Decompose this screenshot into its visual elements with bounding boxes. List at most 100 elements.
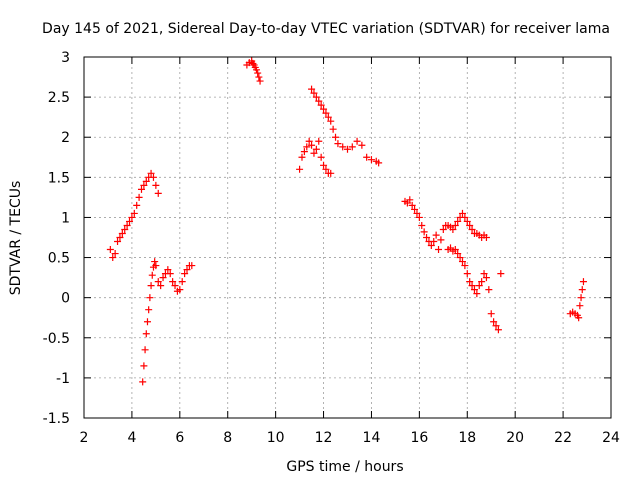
- data-point: [432, 231, 440, 239]
- data-point: [480, 270, 488, 278]
- data-point: [451, 221, 459, 229]
- y-tick-label: 2: [61, 130, 70, 146]
- data-point: [169, 278, 177, 286]
- data-point: [344, 145, 351, 153]
- data-point: [320, 105, 328, 113]
- data-point: [154, 278, 162, 286]
- data-point: [164, 266, 172, 274]
- data-point: [176, 286, 184, 294]
- data-point: [367, 156, 375, 164]
- data-point: [159, 274, 167, 282]
- series-arc-7: [444, 244, 505, 334]
- data-point: [463, 270, 471, 278]
- data-point: [475, 282, 483, 290]
- data-markers: [106, 57, 587, 386]
- data-point: [322, 165, 330, 173]
- data-point: [305, 137, 313, 145]
- x-tick-label: 8: [223, 430, 232, 446]
- data-point: [320, 161, 328, 169]
- data-point: [148, 271, 156, 279]
- data-point: [149, 173, 157, 181]
- data-point: [254, 69, 262, 77]
- data-point: [437, 236, 445, 244]
- data-point: [358, 141, 366, 149]
- data-point: [308, 141, 316, 149]
- data-point: [470, 286, 478, 294]
- data-point: [315, 97, 323, 105]
- data-point: [146, 294, 154, 302]
- data-point: [133, 201, 141, 209]
- data-point: [126, 217, 134, 225]
- data-point: [312, 93, 320, 101]
- data-point: [188, 262, 196, 270]
- data-point: [454, 217, 462, 225]
- x-tick-label: 12: [315, 430, 333, 446]
- x-tick-label: 10: [267, 430, 285, 446]
- data-point: [577, 294, 585, 302]
- data-point: [123, 221, 131, 229]
- data-point: [423, 234, 431, 241]
- data-point: [166, 270, 174, 278]
- data-point: [439, 225, 447, 233]
- series-arc-4: [296, 137, 335, 177]
- data-point: [147, 169, 155, 177]
- data-point: [152, 181, 160, 189]
- x-tick-label: 24: [602, 430, 620, 446]
- data-point: [418, 221, 426, 229]
- data-point: [255, 73, 263, 81]
- data-point: [315, 137, 323, 145]
- y-tick-label: -1.5: [43, 411, 70, 427]
- y-tick-label: -0.5: [43, 331, 70, 347]
- data-point: [296, 165, 304, 173]
- data-point: [406, 196, 414, 204]
- data-point: [334, 140, 342, 148]
- y-tick-label: -1: [56, 371, 70, 387]
- data-point: [111, 250, 119, 258]
- series-arc-6: [401, 196, 490, 254]
- data-point: [468, 225, 476, 233]
- data-point: [114, 238, 122, 246]
- data-point: [310, 89, 318, 97]
- data-point: [375, 159, 383, 167]
- data-point: [308, 85, 316, 93]
- data-point: [317, 101, 325, 109]
- data-point: [109, 254, 117, 262]
- chart-title: Day 145 of 2021, Sidereal Day-to-day VTE…: [42, 21, 610, 37]
- data-point: [317, 153, 325, 161]
- y-axis-label: SDTVAR / TECUs: [8, 181, 24, 296]
- x-tick-label: 18: [458, 430, 476, 446]
- data-point: [415, 213, 423, 221]
- data-point: [348, 143, 356, 151]
- data-point: [178, 278, 186, 286]
- data-point: [322, 109, 330, 117]
- data-point: [327, 117, 335, 125]
- data-point: [116, 234, 124, 241]
- y-tick-labels: -1.5 -1 -0.5 0 0.5 1 1.5 2 2.5 3: [43, 50, 70, 427]
- data-point: [141, 346, 149, 354]
- x-tick-label: 14: [363, 430, 381, 446]
- data-point: [137, 185, 145, 193]
- data-point: [454, 250, 462, 258]
- grid: [84, 57, 611, 418]
- data-point: [466, 221, 474, 229]
- data-point: [249, 59, 257, 67]
- data-point: [482, 274, 490, 282]
- data-point: [303, 143, 311, 151]
- data-point: [181, 270, 189, 278]
- data-point: [256, 77, 264, 85]
- data-point: [579, 278, 587, 286]
- x-tick-label: 22: [554, 430, 572, 446]
- data-point: [300, 148, 308, 156]
- data-point: [463, 217, 471, 225]
- data-point: [492, 322, 500, 330]
- data-point: [135, 193, 143, 201]
- y-tick-label: 2.5: [48, 90, 70, 106]
- data-point: [482, 234, 490, 241]
- data-point: [332, 133, 340, 141]
- data-point: [461, 213, 469, 221]
- data-point: [143, 318, 151, 326]
- data-point: [578, 286, 586, 294]
